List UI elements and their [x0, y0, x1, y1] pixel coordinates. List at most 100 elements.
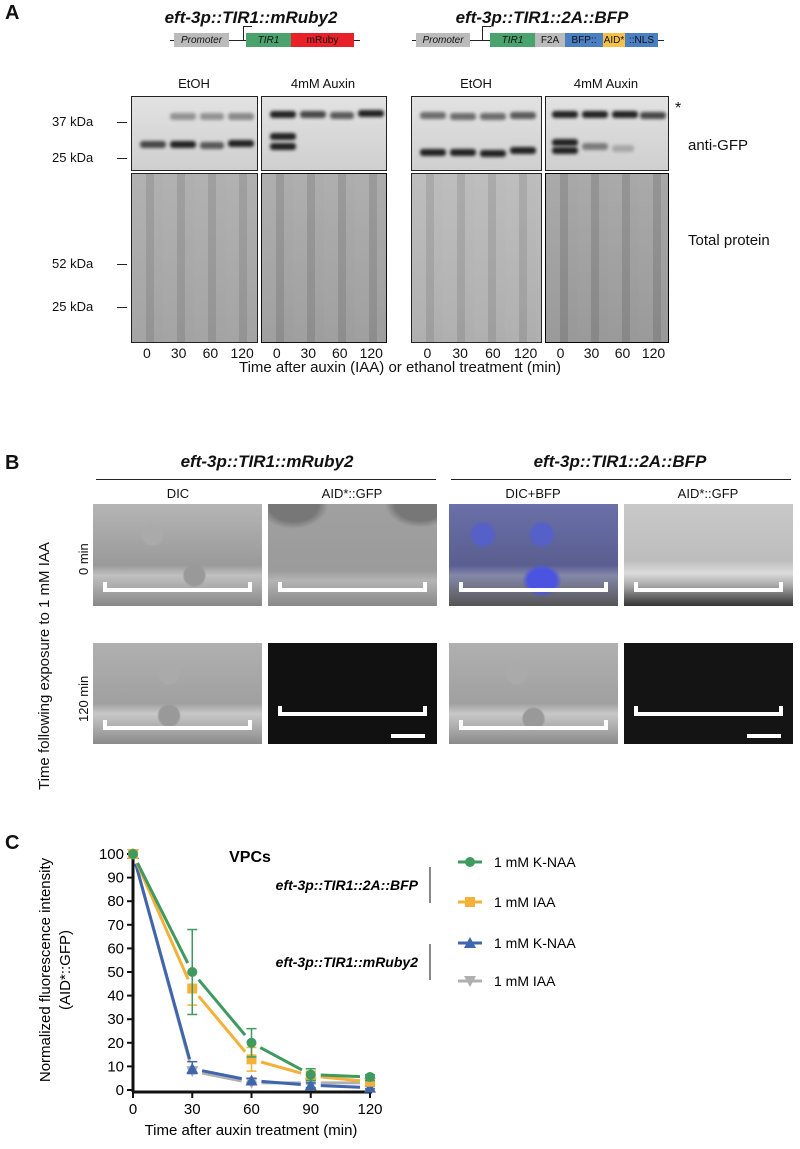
- panel-a-xlabel: Time after auxin (IAA) or ethanol treatm…: [238, 359, 562, 376]
- lane-label: 120: [230, 345, 254, 361]
- legend-marker: [465, 857, 475, 867]
- mw-marker: 52 kDa: [52, 256, 94, 271]
- panel-b-ylabel: Time following exposure to 1 mM IAA: [36, 542, 53, 790]
- micrograph-gfp-0min: [268, 504, 437, 606]
- blot-anti-gfp-etoh-1: [131, 96, 258, 171]
- tick: [117, 158, 127, 159]
- tick: [117, 307, 127, 308]
- blot-total-protein-auxin-2: [545, 173, 669, 343]
- x-tick-label: 120: [357, 1101, 382, 1118]
- series-line-0: [197, 978, 247, 1037]
- legend-label: 1 mM IAA: [494, 973, 556, 989]
- y-tick-label: 50: [107, 964, 124, 981]
- scale-bar-short: [747, 734, 781, 738]
- y-tick-label: 30: [107, 1011, 124, 1028]
- blot-total-protein-etoh-1: [131, 173, 258, 343]
- y-tick-label: 100: [99, 846, 124, 863]
- lane-label: 0: [423, 345, 432, 361]
- y-tick-label: 70: [107, 917, 124, 934]
- y-tick-label: 10: [107, 1058, 124, 1075]
- data-point: [246, 1054, 257, 1065]
- data-point: [186, 1062, 199, 1074]
- mw-marker: 37 kDa: [52, 114, 94, 129]
- lane-label: 30: [300, 345, 317, 361]
- bfp-segment: BFP::: [565, 33, 603, 47]
- lane-label: 0: [556, 345, 565, 361]
- micrograph-gfp-120min: [268, 643, 437, 744]
- lane-label: 30: [170, 345, 187, 361]
- lane-label: 60: [202, 345, 219, 361]
- tss-arrow-icon: [243, 26, 252, 41]
- panel-a-letter: A: [5, 2, 20, 24]
- lane-label: 120: [513, 345, 538, 361]
- scale-bar: [103, 720, 252, 730]
- lane-label: 60: [485, 345, 501, 361]
- scale-bar: [278, 706, 427, 716]
- series-line-0: [259, 1046, 303, 1072]
- scale-bar-short: [391, 734, 425, 738]
- lane-label: 120: [359, 345, 383, 361]
- y-tick-label: 90: [107, 870, 124, 887]
- legend-marker: [464, 976, 476, 987]
- divider: [451, 479, 791, 480]
- series-line-1: [320, 1075, 361, 1083]
- scale-bar: [278, 582, 427, 592]
- legend-marker: [464, 937, 476, 948]
- legend-marker: [465, 897, 475, 907]
- x-tick-label: 90: [302, 1101, 319, 1118]
- y-tick-label: 80: [107, 893, 124, 910]
- panel-b-letter: B: [5, 452, 20, 474]
- mw-marker: 25 kDa: [52, 299, 94, 314]
- data-point: [304, 1079, 317, 1091]
- construct-left-title: eft-3p::TIR1::mRuby2: [164, 8, 338, 27]
- x-axis-label: Time after auxin treatment (min): [145, 1122, 358, 1139]
- construct-left-diagram: Promoter TIR1 mRuby: [170, 26, 360, 47]
- x-tick-label: 60: [243, 1101, 260, 1118]
- y-tick-label: 20: [107, 1035, 124, 1052]
- legend-label: 1 mM IAA: [494, 894, 556, 910]
- lane-label: 60: [614, 345, 631, 361]
- y-tick-label: 0: [116, 1082, 124, 1099]
- micrograph-dic-0min: [93, 504, 262, 606]
- series-line-1: [135, 862, 190, 980]
- construct-right-title: eft-3p::TIR1::2A::BFP: [455, 8, 629, 27]
- blot-anti-gfp-auxin-1: [261, 96, 387, 171]
- panel-c-letter: C: [5, 832, 20, 854]
- data-point: [365, 1072, 375, 1083]
- series-line-2: [201, 1069, 242, 1081]
- data-point: [246, 1037, 257, 1048]
- tick: [117, 122, 127, 123]
- tss-arrow-icon: [482, 26, 491, 41]
- row-label-120min: 120 min: [76, 675, 91, 722]
- blot-total-protein-auxin-1: [261, 173, 387, 343]
- condition-label: 4mM Auxin: [290, 76, 356, 91]
- micrograph-dic-bfp-120min: [449, 643, 618, 744]
- legend-group-label: eft-3p::TIR1::mRuby2: [276, 954, 419, 970]
- condition-label: EtOH: [178, 76, 210, 91]
- panel-b-title-right: eft-3p::TIR1::2A::BFP: [533, 452, 707, 471]
- legend-label: 1 mM K-NAA: [494, 935, 576, 951]
- total-protein-label: Total protein: [688, 232, 770, 249]
- series-line-2: [320, 1084, 361, 1089]
- promoter-segment: Promoter: [174, 33, 229, 47]
- micrograph-dic-bfp-0min: [449, 504, 618, 606]
- panel-b-title-left: eft-3p::TIR1::mRuby2: [180, 452, 354, 471]
- series-line-2: [261, 1079, 301, 1086]
- micrograph-dic-120min: [93, 643, 262, 744]
- y-tick-label: 60: [107, 940, 124, 957]
- y-tick-label: 40: [107, 988, 124, 1005]
- lane-label: 60: [331, 345, 348, 361]
- condition-label: 4mM Auxin: [573, 76, 639, 91]
- lane-label: 30: [452, 345, 468, 361]
- legend-label: 1 mM K-NAA: [494, 854, 576, 870]
- anti-gfp-label: anti-GFP: [688, 137, 749, 154]
- scale-bar: [634, 582, 783, 592]
- lane-label: 0: [142, 345, 151, 361]
- divider: [96, 479, 436, 480]
- series-line-3: [201, 1071, 242, 1083]
- series-line-1: [260, 1060, 302, 1075]
- scale-bar: [103, 582, 252, 592]
- column-label: AID*::GFP: [321, 486, 383, 501]
- data-point: [364, 1081, 376, 1093]
- aid-segment: AID*: [603, 33, 625, 47]
